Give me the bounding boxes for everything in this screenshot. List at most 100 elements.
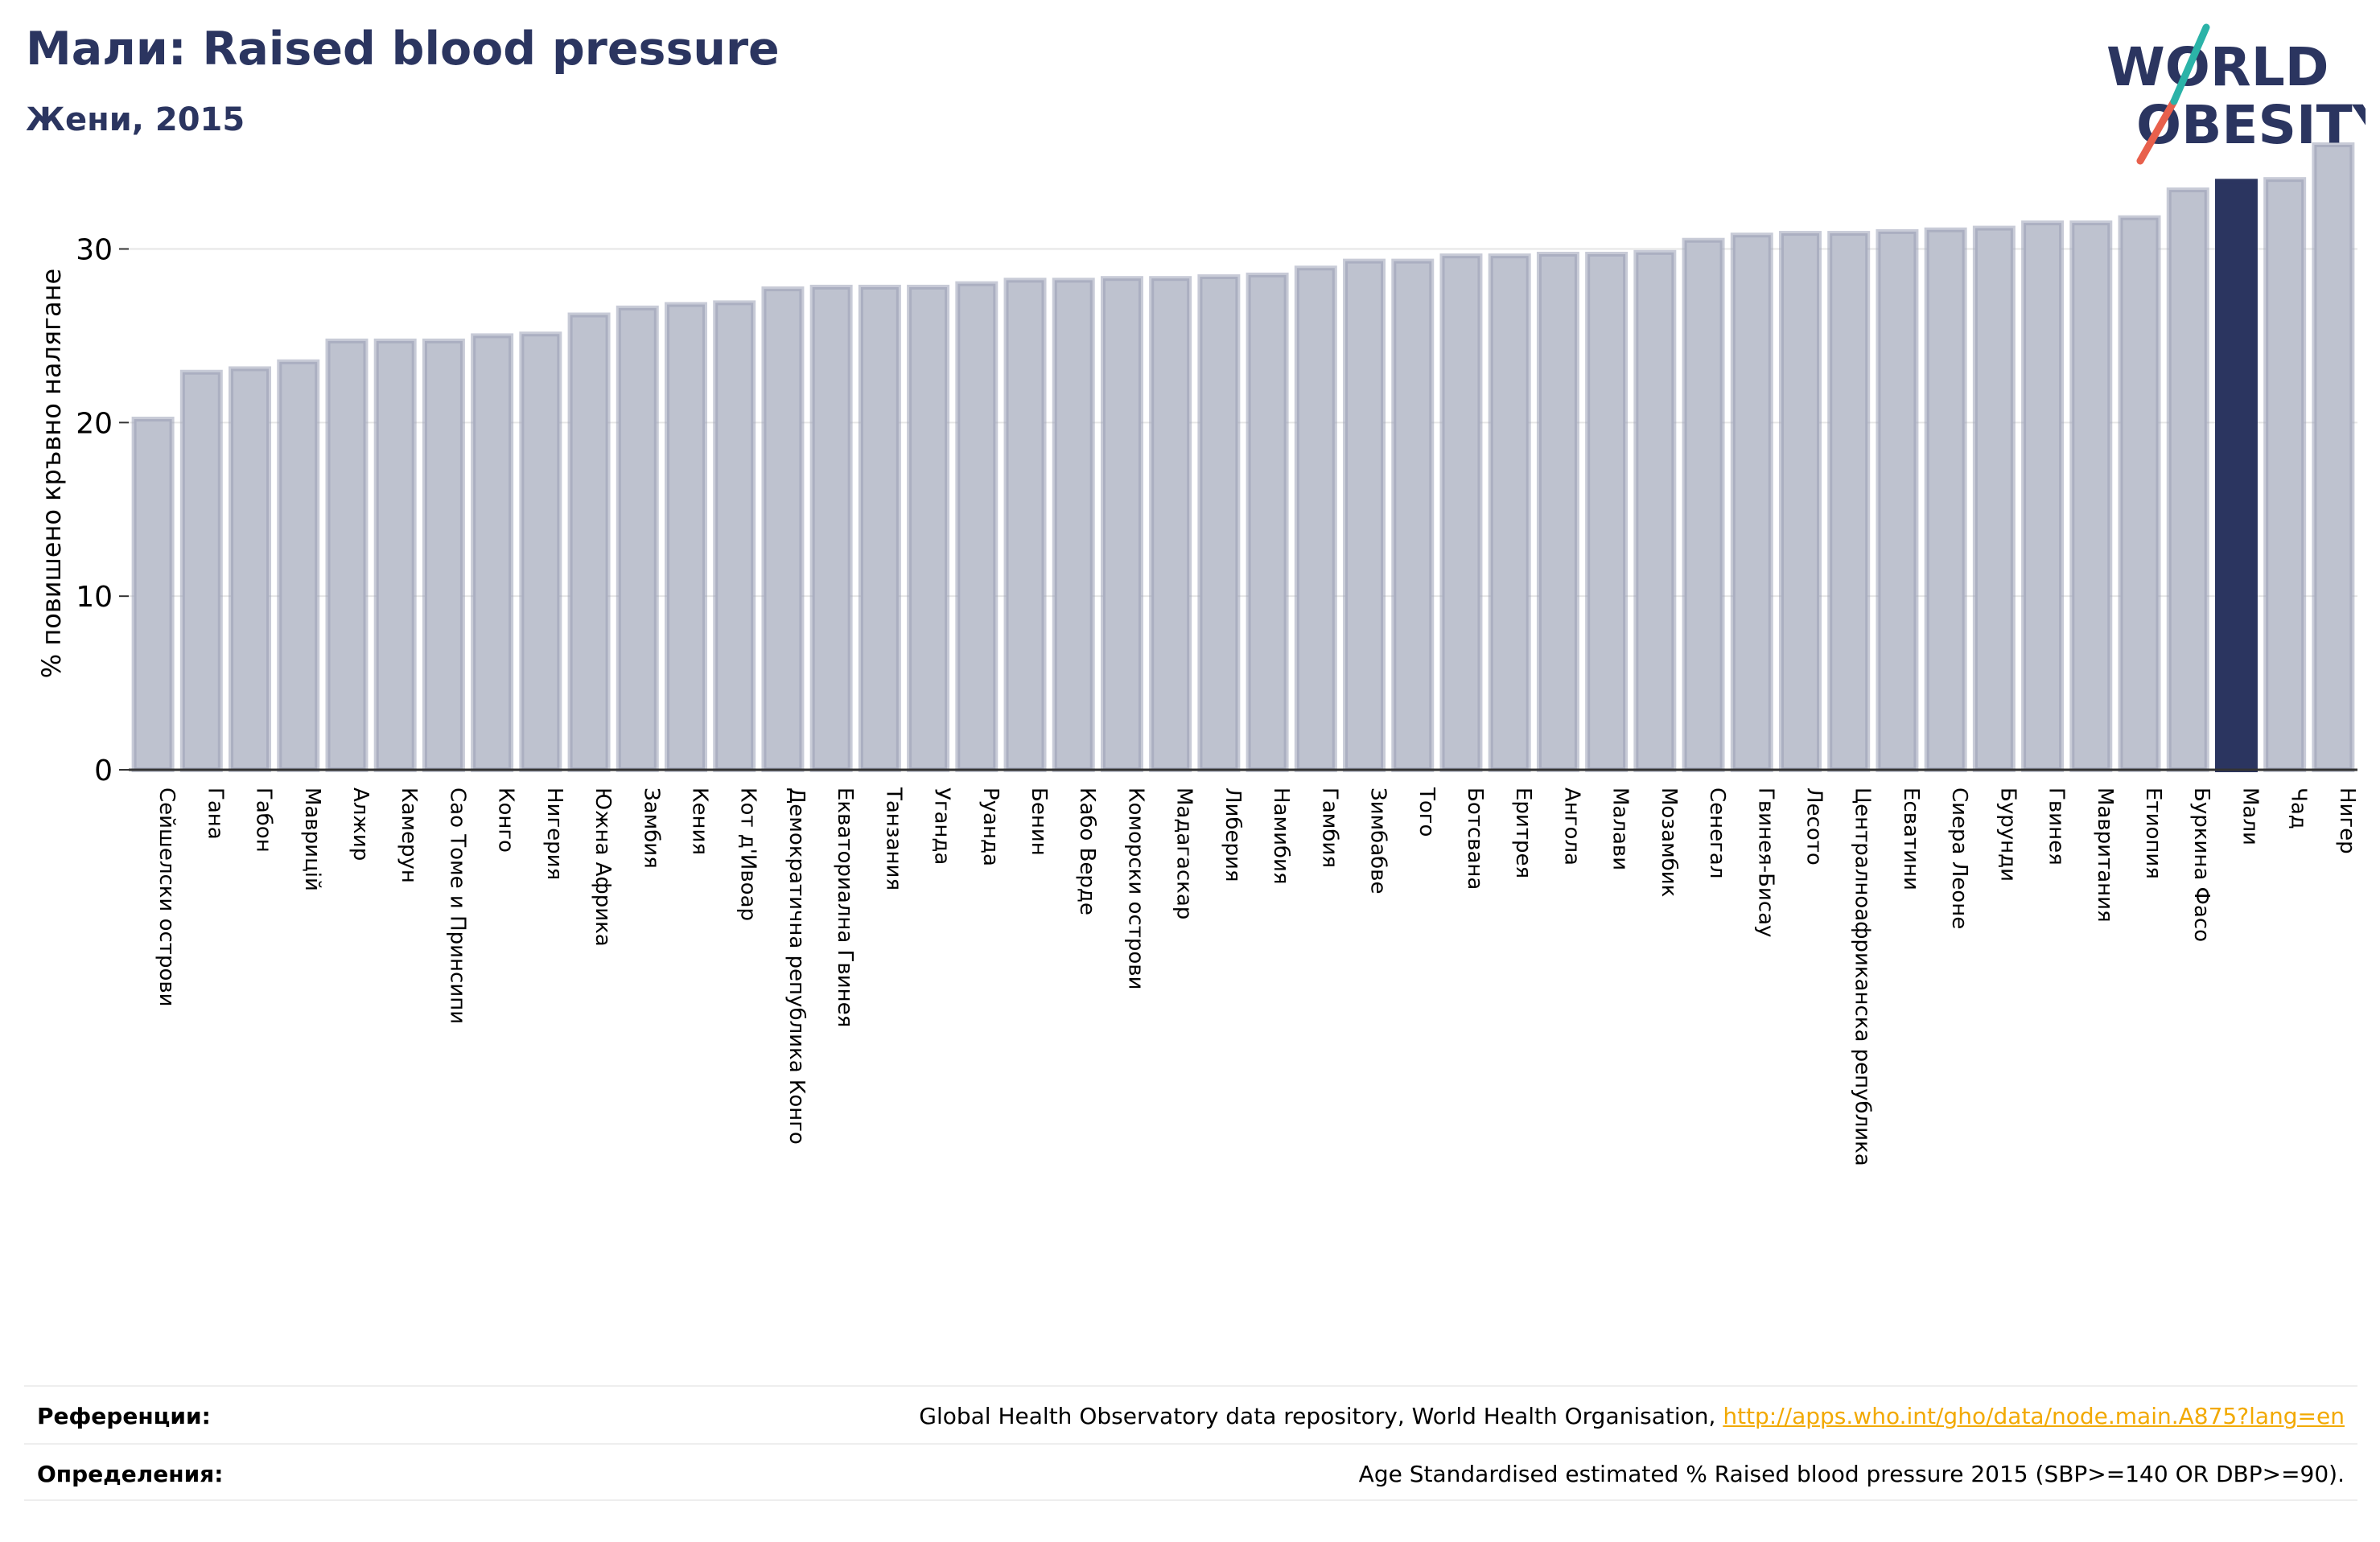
- page-title: Мали: Raised blood pressure: [26, 23, 780, 76]
- bar: [713, 300, 756, 772]
- bar: [2263, 177, 2307, 772]
- bar: [907, 284, 950, 772]
- x-tick-label: Зимбабве: [1366, 787, 1390, 894]
- x-tick-label: Руанда: [978, 787, 1003, 866]
- bar: [471, 333, 514, 772]
- references-link[interactable]: http://apps.who.int/gho/data/node.main.A…: [1723, 1403, 2345, 1429]
- bar: [1197, 274, 1241, 772]
- x-tick-label: Сейшелски острови: [154, 787, 179, 1007]
- x-tick-label: Чад: [2287, 787, 2311, 829]
- bar: [858, 284, 901, 772]
- bar: [2118, 215, 2161, 772]
- footer-divider: [24, 1499, 2357, 1501]
- x-tick-label: Коморски острови: [1123, 787, 1147, 990]
- x-tick-label: Уганда: [930, 787, 954, 865]
- bar: [519, 331, 562, 772]
- bar: [1100, 276, 1143, 773]
- x-tick-label: Замбия: [639, 787, 663, 869]
- bar: [1730, 232, 1773, 772]
- x-tick-label: Конго: [494, 787, 518, 853]
- bar-chart: 0 10 20 30 Сейшелски острови Гана Габон Мавриц…: [36, 142, 2359, 1166]
- bar: [1343, 258, 1386, 772]
- x-tick-label: Нигер: [2335, 787, 2359, 854]
- x-tick-label: Мавритания: [2093, 787, 2117, 923]
- x-tick-label: Габон: [252, 787, 276, 853]
- x-tick-label: Ботсвана: [1463, 787, 1487, 890]
- x-tick-label: Буркина Фасо: [2189, 787, 2213, 942]
- bar: [1924, 227, 1967, 772]
- y-ticks: 0 10 20 30: [76, 234, 129, 787]
- x-tick-label: Гвинея-Бисау: [1753, 787, 1777, 937]
- bar: [131, 417, 175, 772]
- x-tick-label: Кот д'Ивоар: [736, 787, 760, 921]
- x-tick-label: Кения: [688, 787, 712, 855]
- bar: [955, 281, 999, 772]
- references-row: Референции: Global Health Observatory da…: [24, 1385, 2357, 1443]
- y-tick-label: 0: [94, 755, 113, 787]
- x-tick-label: Южна Африка: [591, 787, 615, 947]
- bar: [1246, 272, 1289, 772]
- x-tick-label: Демократична република Конго: [784, 787, 809, 1145]
- x-tick-label: Бурунди: [1995, 787, 2020, 882]
- bar: [2021, 220, 2065, 772]
- bar-highlight: [2214, 179, 2258, 772]
- x-tick-label: Того: [1414, 787, 1439, 837]
- x-tick-label: Гамбия: [1317, 787, 1341, 868]
- y-tick-label: 30: [76, 234, 113, 267]
- y-tick-label: 20: [76, 407, 113, 440]
- bar: [325, 338, 369, 772]
- x-tick-label: Мадагаскар: [1172, 787, 1196, 919]
- x-tick-label: Сиера Леоне: [1947, 787, 1971, 929]
- x-tick-label: Камерун: [397, 787, 421, 883]
- x-tick-label: Лесото: [1802, 787, 1826, 866]
- x-tick-label: Есватини: [1899, 787, 1923, 890]
- x-tick-label: Мали: [2238, 787, 2262, 845]
- y-axis-label: % повишено кръвно налягане: [36, 269, 67, 678]
- bar: [665, 302, 707, 773]
- references-label: Референции:: [37, 1403, 211, 1429]
- x-tick-label: Екваториална Гвинея: [833, 787, 857, 1027]
- world-obesity-logo: WORLD OBESITY: [2106, 23, 2366, 165]
- x-tick-label: Мозамбик: [1657, 787, 1681, 897]
- x-tick-label: Либерия: [1221, 787, 1245, 882]
- x-tick-label: Сао Томе и Принсипи: [445, 787, 469, 1024]
- x-tick-label: Танзания: [881, 787, 905, 890]
- x-tick-label: Нигерия: [542, 787, 566, 880]
- bar: [1488, 253, 1531, 772]
- bar: [1391, 258, 1435, 772]
- x-tick-label: Малави: [1608, 787, 1633, 870]
- bar: [1536, 251, 1579, 773]
- x-tick-label: Еритрея: [1511, 787, 1535, 878]
- y-tick-label: 10: [76, 581, 113, 614]
- references-value: Global Health Observatory data repositor…: [919, 1403, 2345, 1429]
- x-tick-label: Етиопия: [2141, 787, 2165, 879]
- x-tick-label: Маврицій: [300, 787, 324, 891]
- bar: [809, 284, 853, 772]
- x-tick-label: Намибия: [1269, 787, 1293, 885]
- x-tick-label: Алжир: [348, 787, 373, 861]
- bar: [2312, 142, 2355, 772]
- references-text: Global Health Observatory data repositor…: [919, 1403, 1723, 1429]
- bar: [1149, 276, 1192, 773]
- bar: [277, 359, 320, 772]
- bar: [1779, 231, 1822, 772]
- x-tick-label: Централноафриканска република: [1851, 787, 1875, 1166]
- x-tick-label: Сенегал: [1705, 787, 1729, 878]
- bar: [1827, 231, 1871, 772]
- bar: [1682, 237, 1725, 773]
- bar: [1876, 228, 1919, 772]
- bar: [179, 369, 223, 772]
- bar: [2166, 187, 2209, 773]
- bar: [422, 338, 465, 772]
- x-tick-label: Гана: [203, 787, 227, 840]
- bar: [1585, 251, 1629, 773]
- x-tick-label: Ангола: [1559, 787, 1583, 866]
- logo-slash-red: [2136, 97, 2178, 165]
- bar: [373, 338, 417, 772]
- x-tick-label: Гвинея: [2044, 787, 2069, 866]
- bar: [1972, 225, 2016, 773]
- definitions-label: Определения:: [37, 1461, 224, 1487]
- bar: [1003, 278, 1047, 773]
- bar: [1633, 249, 1677, 773]
- definitions-value: Age Standardised estimated % Raised bloo…: [1358, 1461, 2345, 1487]
